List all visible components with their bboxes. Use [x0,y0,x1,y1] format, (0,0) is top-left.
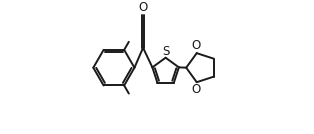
Text: O: O [192,83,201,96]
Text: O: O [192,39,201,52]
Text: O: O [138,1,148,14]
Text: S: S [162,45,169,58]
